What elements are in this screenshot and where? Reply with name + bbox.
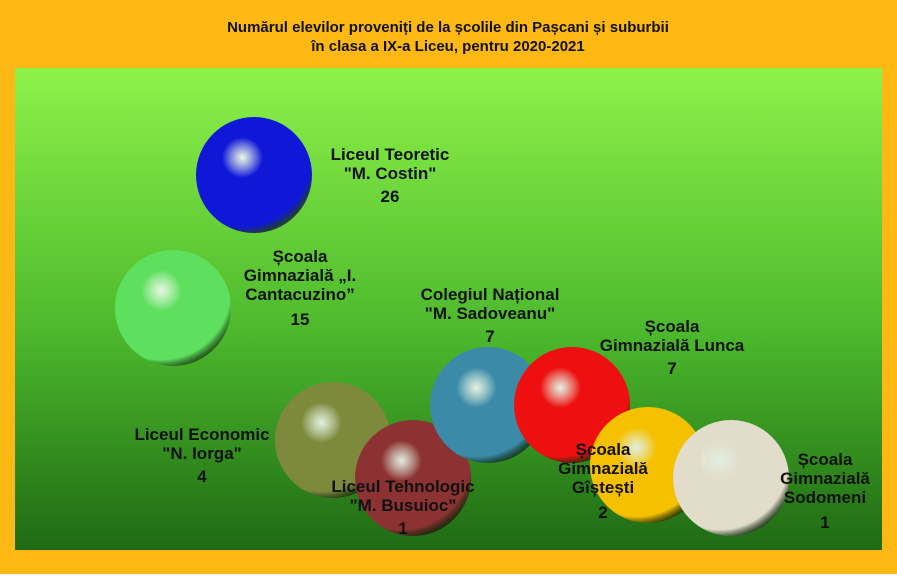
value-label: 7 (667, 359, 676, 378)
value-label: 1 (398, 519, 407, 538)
value-label: 15 (291, 310, 310, 329)
bubble-label: Școala Gimnazială Sodomeni (780, 450, 870, 507)
value-label: 4 (197, 467, 207, 486)
value-label: 7 (485, 327, 494, 346)
value-label: 1 (820, 513, 829, 532)
bubble-label: Liceul Teoretic "M. Costin" (331, 145, 450, 183)
bubble (355, 420, 471, 536)
bubble-label: Școala Gimnazială Gîștești (558, 440, 648, 497)
bubble-label: Liceul Economic "N. Iorga" (134, 425, 269, 463)
bubble-label: Școala Gimnazială „I. Cantacuzino” (244, 247, 356, 304)
bubble (673, 420, 789, 536)
bubble-label: Colegiul Național "M. Sadoveanu" (421, 285, 560, 323)
bubble-label: Liceul Tehnologic "M. Busuioc" (331, 477, 474, 515)
chart-title: Numărul elevilor proveniți de la școlile… (227, 19, 669, 55)
bubble (196, 117, 312, 233)
value-label: 2 (598, 503, 607, 522)
bubble-label: Școala Gimnazială Lunca (600, 317, 745, 355)
bubble (115, 250, 231, 366)
value-label: 26 (381, 187, 400, 206)
bubble (430, 347, 546, 463)
